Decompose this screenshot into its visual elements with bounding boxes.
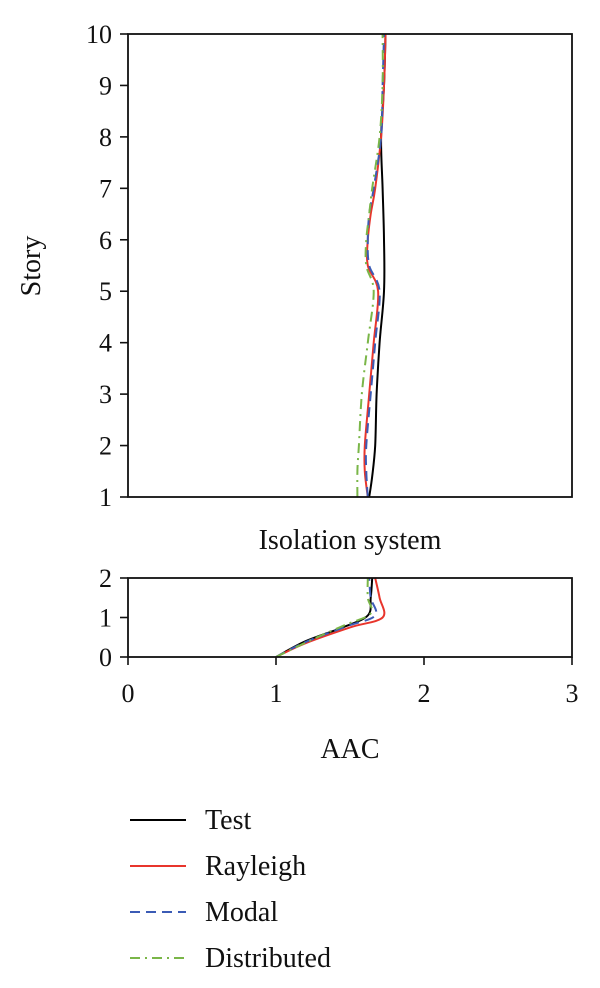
series-line-test	[275, 577, 374, 658]
legend-label: Test	[205, 805, 251, 836]
y-tick-label: 10	[86, 20, 112, 49]
x-tick-label: 0	[122, 679, 135, 708]
y-tick-label: 1	[99, 604, 112, 633]
x-axis-title-aac: AAC	[320, 734, 379, 765]
series-line-modal	[275, 577, 378, 658]
plot-frame-bottom	[127, 577, 573, 658]
isolation-panel: 0 1 2 0 1 2 3 AAC	[99, 564, 579, 765]
y-axis-title-story: Story	[16, 236, 47, 297]
y-tick-label: 2	[99, 564, 112, 593]
legend-label: Modal	[205, 897, 278, 928]
y-tick-label: 2	[99, 432, 112, 461]
legend-label: Distributed	[205, 943, 331, 974]
legend: Test Rayleigh Modal Distributed	[130, 805, 331, 974]
legend-item-test: Test	[130, 805, 251, 836]
legend-item-distributed: Distributed	[130, 943, 331, 974]
superstructure-panel: Story 1 2 3 4 5 6 7 8 9 10	[16, 20, 573, 512]
legend-item-rayleigh: Rayleigh	[130, 851, 306, 882]
series-lines-top	[356, 33, 387, 498]
y-tick-label: 7	[99, 174, 112, 203]
y-tick-label: 5	[99, 277, 112, 306]
legend-label: Rayleigh	[205, 851, 306, 882]
y-axis-ticks-top: 1 2 3 4 5 6 7 8 9 10	[86, 20, 128, 512]
y-tick-label: 1	[99, 483, 112, 512]
x-tick-label: 2	[418, 679, 431, 708]
series-lines-bottom	[275, 577, 386, 658]
series-line-rayleigh	[275, 577, 386, 658]
y-tick-label: 3	[99, 380, 112, 409]
legend-item-modal: Modal	[130, 897, 278, 928]
series-line-rayleigh	[363, 33, 387, 498]
y-tick-label: 9	[99, 71, 112, 100]
y-tick-label: 8	[99, 123, 112, 152]
y-tick-label: 4	[99, 329, 112, 358]
series-line-distributed	[275, 577, 373, 658]
series-line-distributed	[356, 33, 384, 498]
panel-title-isolation-system: Isolation system	[259, 525, 442, 556]
x-tick-label: 3	[566, 679, 579, 708]
plot-frame-top	[127, 33, 573, 498]
axis-ticks-bottom: 0 1 2 0 1 2 3	[99, 564, 579, 708]
x-tick-label: 1	[270, 679, 283, 708]
y-tick-label: 6	[99, 226, 112, 255]
series-line-modal	[364, 33, 385, 498]
y-tick-label: 0	[99, 643, 112, 672]
